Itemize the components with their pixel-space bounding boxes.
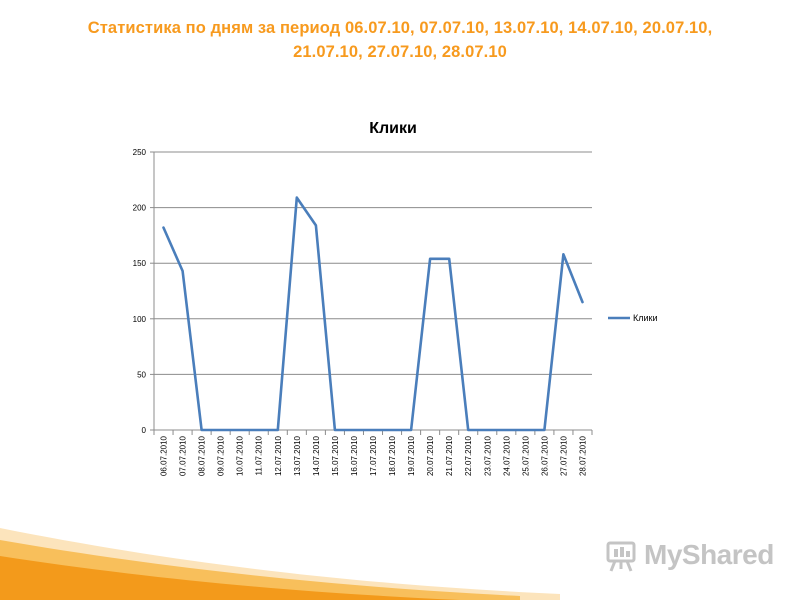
series-line bbox=[162, 196, 584, 432]
x-tick-label: 08.07.2010 bbox=[198, 435, 207, 476]
x-tick-label: 23.07.2010 bbox=[483, 435, 492, 476]
x-tick-label: 15.07.2010 bbox=[331, 435, 340, 476]
y-tick-label: 0 bbox=[142, 426, 147, 435]
x-tick-label: 06.07.2010 bbox=[160, 435, 169, 476]
x-tick-label: 28.07.2010 bbox=[578, 435, 587, 476]
x-tick-label: 18.07.2010 bbox=[388, 435, 397, 476]
x-tick-label: 14.07.2010 bbox=[312, 435, 321, 476]
slide-title: Статистика по дням за период 06.07.10, 0… bbox=[40, 16, 760, 64]
legend-label: Клики bbox=[633, 313, 658, 323]
slide-title-line-2: 21.07.10, 27.07.10, 28.07.10 bbox=[293, 43, 507, 61]
slide-title-line-1: Статистика по дням за период 06.07.10, 0… bbox=[87, 19, 713, 37]
presentation-board-icon bbox=[606, 541, 636, 572]
chart-title: Клики bbox=[369, 120, 417, 137]
x-tick-label: 13.07.2010 bbox=[293, 435, 302, 476]
x-tick-label: 20.07.2010 bbox=[426, 435, 435, 476]
y-tick-label: 200 bbox=[133, 204, 147, 213]
x-tick-label: 07.07.2010 bbox=[179, 435, 188, 476]
x-tick-label: 21.07.2010 bbox=[445, 435, 454, 476]
x-tick-label: 26.07.2010 bbox=[540, 435, 549, 476]
x-tick-label: 24.07.2010 bbox=[502, 435, 511, 476]
x-tick-label: 09.07.2010 bbox=[217, 435, 226, 476]
logo-text: MyShared bbox=[644, 539, 774, 570]
x-tick-label: 11.07.2010 bbox=[255, 435, 264, 475]
x-tick-label: 25.07.2010 bbox=[521, 435, 530, 476]
x-tick-label: 17.07.2010 bbox=[369, 435, 378, 476]
y-tick-label: 50 bbox=[137, 370, 146, 379]
y-tick-label: 250 bbox=[133, 148, 147, 157]
x-tick-label: 22.07.2010 bbox=[464, 435, 473, 476]
x-tick-label: 12.07.2010 bbox=[274, 435, 283, 476]
y-tick-label: 100 bbox=[133, 315, 147, 324]
x-tick-label: 19.07.2010 bbox=[407, 435, 416, 476]
x-tick-label: 16.07.2010 bbox=[350, 435, 359, 476]
x-tick-label: 27.07.2010 bbox=[559, 435, 568, 476]
y-tick-label: 150 bbox=[133, 259, 147, 268]
x-tick-label: 10.07.2010 bbox=[236, 435, 245, 476]
myshared-logo: MyShared bbox=[606, 537, 776, 577]
